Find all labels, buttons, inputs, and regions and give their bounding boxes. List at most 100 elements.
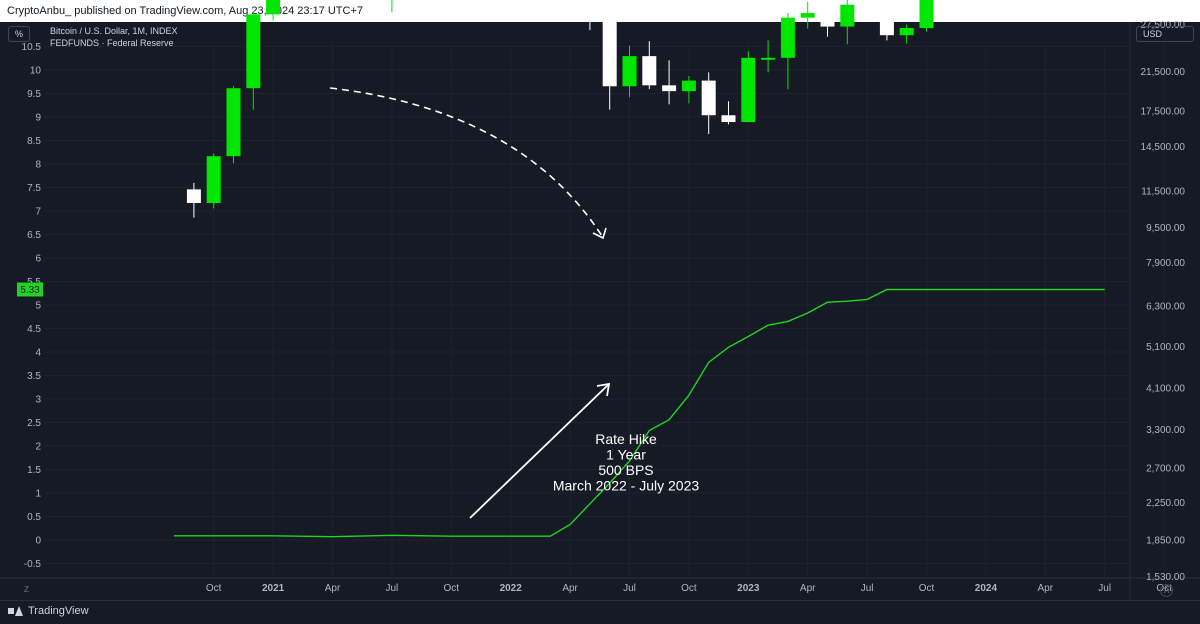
time-axis-tick: Oct	[919, 583, 935, 594]
candle	[622, 45, 637, 98]
tradingview-logo: TradingView	[8, 605, 89, 617]
time-axis-tick: 2021	[262, 583, 285, 594]
footer-bar: TradingView	[0, 600, 1200, 624]
candle-body	[701, 80, 716, 116]
candle	[351, 0, 353, 8]
candle-body	[681, 80, 696, 92]
fedfunds-value-badge	[17, 282, 43, 297]
left-axis-tick: 7.5	[27, 183, 41, 194]
left-axis-tick: 4	[35, 348, 41, 359]
candle	[602, 0, 617, 110]
left-axis-tick: 10.5	[22, 42, 42, 53]
candle-body	[800, 13, 815, 18]
left-axis-tick: 4.5	[27, 324, 41, 335]
candle	[840, 0, 855, 45]
left-axis-tick: 3	[35, 395, 41, 406]
currency-button[interactable]: USD	[1136, 26, 1194, 42]
right-axis-tick: 1,850.00	[1146, 536, 1185, 547]
time-axis-tick: Oct	[681, 583, 697, 594]
annotation-line: March 2022 - July 2023	[553, 478, 700, 494]
candle-body	[919, 0, 934, 28]
right-axis-tick: 5,100.00	[1146, 342, 1185, 353]
candle	[820, 9, 835, 37]
time-axis-tick: Jul	[861, 583, 874, 594]
time-axis-tick: Jul	[386, 583, 399, 594]
legend: Bitcoin / U.S. Dollar, 1M, INDEX FEDFUND…	[50, 25, 178, 49]
time-axis-tick: 2023	[737, 583, 760, 594]
time-axis-tick: Oct	[444, 583, 460, 594]
candle-body	[899, 27, 914, 36]
candle-body	[266, 0, 281, 15]
candle	[721, 101, 736, 125]
right-axis-tick: 2,700.00	[1146, 463, 1185, 474]
candle	[246, 12, 261, 110]
right-axis-tick: 1,530.00	[1146, 572, 1185, 583]
grid	[44, 44, 1165, 578]
right-axis-tick: 27,500.00	[1141, 20, 1186, 31]
candle-body	[840, 4, 855, 27]
left-axis-tick: 5	[35, 301, 41, 312]
candle-body	[741, 57, 756, 123]
candle	[642, 41, 657, 90]
candle	[899, 24, 914, 44]
zoom-reset-button[interactable]: Z	[24, 585, 29, 594]
left-axis-tick: 6	[35, 254, 41, 265]
tradingview-logo-icon	[8, 606, 24, 616]
candle-body	[226, 88, 241, 157]
time-axis-tick: Apr	[562, 583, 578, 594]
candle	[780, 13, 795, 90]
legend-symbol: Bitcoin / U.S. Dollar, 1M, INDEX	[50, 26, 178, 36]
time-axis-tick: Apr	[800, 583, 816, 594]
candle-body	[622, 56, 637, 87]
candle	[662, 60, 677, 105]
candles	[186, 0, 934, 218]
candle	[800, 1, 815, 29]
annotation-line: 500 BPS	[598, 462, 653, 478]
left-axis-tick: 2	[35, 442, 41, 453]
candle	[919, 0, 934, 32]
right-axis-tick: 11,500.00	[1141, 187, 1185, 198]
left-axis-tick: 1.5	[27, 465, 41, 476]
left-axis: 10.5109.598.587.576.565.554.543.532.521.…	[22, 42, 42, 570]
rate-hike-arrowhead	[596, 382, 611, 397]
annotation-line: Rate Hike	[595, 431, 657, 447]
candle-body	[761, 57, 776, 60]
time-axis-tick: Jul	[623, 583, 636, 594]
annotation-line: 1 Year	[606, 447, 646, 463]
rate-hike-arrow	[469, 384, 609, 519]
right-axis: 100,000.0080,000.0051,500.0041,500.0027,…	[1141, 20, 1186, 583]
auto-scale-button[interactable]: A	[1160, 584, 1173, 597]
candle	[186, 182, 201, 218]
chart-area[interactable]	[0, 22, 1200, 600]
left-axis-tick: -0.5	[24, 559, 42, 570]
left-axis-tick: 7	[35, 207, 41, 218]
candle	[701, 72, 716, 135]
candle	[860, 0, 875, 16]
candle-body	[206, 156, 221, 204]
candle-body	[602, 0, 617, 87]
candle-body	[186, 189, 201, 204]
candle-body	[642, 56, 657, 86]
right-axis-tick: 6,300.00	[1146, 301, 1185, 312]
right-axis-tick: 21,500.00	[1141, 67, 1186, 78]
time-axis-tick: Oct	[206, 583, 222, 594]
candle	[681, 75, 696, 104]
left-axis-tick: 10	[30, 66, 42, 77]
candle	[391, 0, 393, 13]
time-axis-tick: 2024	[975, 583, 998, 594]
candle-body	[860, 4, 875, 14]
candle	[879, 6, 894, 41]
candle	[226, 86, 241, 164]
candle	[371, 0, 373, 16]
candle	[266, 0, 281, 21]
left-axis-tick: 3.5	[27, 371, 41, 382]
candle-body	[721, 115, 736, 123]
candle	[761, 40, 776, 73]
right-axis-tick: 7,900.00	[1146, 258, 1185, 269]
percent-scale-button[interactable]: %	[8, 26, 30, 42]
time-axis-tick: Apr	[325, 583, 341, 594]
left-axis-tick: 6.5	[27, 230, 41, 241]
time-axis-tick: Apr	[1038, 583, 1054, 594]
